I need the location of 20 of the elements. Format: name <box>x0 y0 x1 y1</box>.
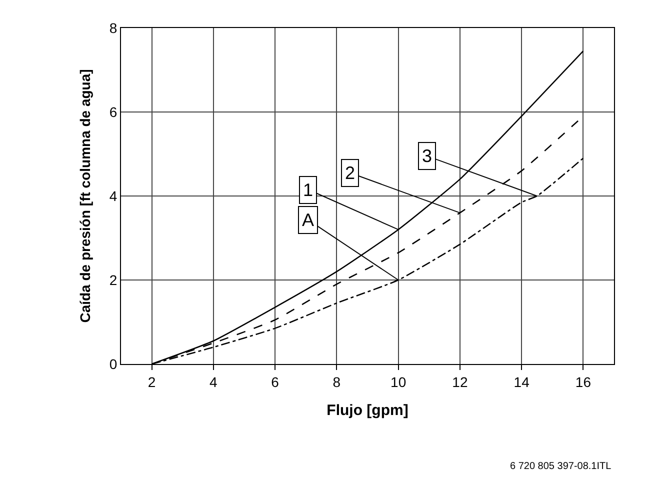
annotation: 1 <box>303 180 314 200</box>
x-tick-label: 6 <box>271 374 280 390</box>
annotation: A <box>302 210 314 230</box>
x-tick-label: 16 <box>575 374 592 390</box>
annotation: 2 <box>345 163 356 183</box>
y-tick-label: 2 <box>109 272 118 288</box>
x-tick-label: 4 <box>210 374 218 390</box>
x-tick-label: 8 <box>332 374 341 390</box>
y-tick-label: 8 <box>109 20 118 36</box>
x-tick-label: 14 <box>514 374 530 390</box>
x-tick-label: 2 <box>148 374 156 390</box>
x-tick-label: 10 <box>390 374 406 390</box>
x-tick-label: 12 <box>452 374 468 390</box>
x-axis-title: Flujo [gpm] <box>326 402 408 419</box>
y-tick-label: 0 <box>109 356 118 372</box>
text: 6 720 805 397-08.1ITL <box>510 461 612 472</box>
annotation: 3 <box>422 146 432 166</box>
y-axis-title: Caída de presión [ft columna de agua] <box>77 69 94 323</box>
y-tick-label: 6 <box>109 104 118 120</box>
y-tick-label: 4 <box>109 188 118 204</box>
